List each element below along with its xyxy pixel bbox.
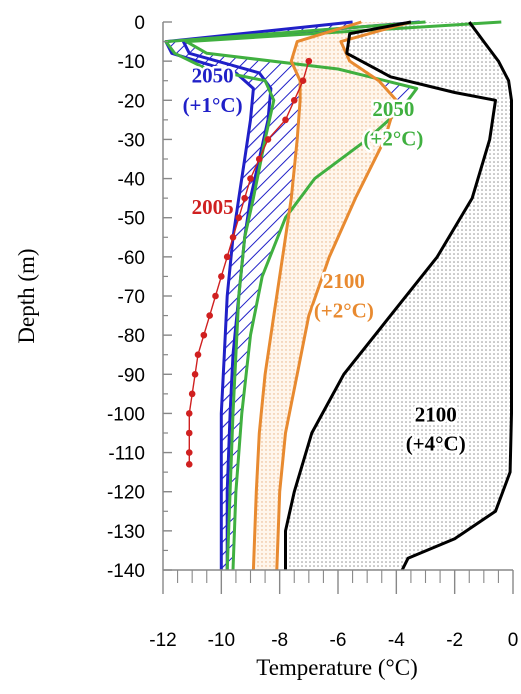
y-tick-label: -20 — [118, 91, 145, 112]
profile-point — [235, 214, 243, 222]
annotation-8: (+4°C) — [406, 432, 466, 456]
annotation-0: 2050 — [192, 64, 234, 88]
envelope-fill-3 — [253, 22, 411, 570]
profile-point — [282, 116, 289, 124]
axes: 0-10-20-30-40-50-60-70-80-90-100-110-120… — [107, 13, 518, 651]
y-tick-label: -30 — [118, 130, 145, 151]
y-tick-label: -110 — [108, 444, 145, 465]
y-tick-label: -10 — [118, 52, 145, 73]
y-tick-label: -90 — [118, 365, 145, 386]
y-tick-label: -70 — [118, 287, 145, 308]
profile-point — [218, 273, 225, 280]
y-tick-label: -40 — [118, 170, 145, 191]
x-tick-label: -4 — [388, 630, 405, 651]
profile-point — [206, 312, 213, 319]
annotation-2: 2050 — [372, 97, 414, 121]
x-axis-label: Temperature (°C) — [256, 655, 417, 680]
x-tick-label: -10 — [208, 630, 235, 651]
profile-point — [185, 461, 193, 468]
profile-point — [290, 96, 298, 104]
y-tick-label: -100 — [107, 404, 145, 425]
x-tick-label: -8 — [271, 630, 288, 651]
y-tick-label: -60 — [118, 248, 145, 269]
axis-labels: Temperature (°C) Depth (m) — [14, 248, 418, 680]
profile-point — [255, 155, 263, 163]
profile-point — [264, 136, 272, 143]
series-lines — [164, 20, 513, 571]
y-tick-label: -140 — [107, 561, 145, 582]
envelope-fill-4 — [285, 22, 512, 570]
y-tick-label: -120 — [107, 483, 145, 504]
annotation-1: (+1°C) — [183, 93, 243, 117]
annotation-7: 2100 — [415, 402, 457, 426]
profile-line-2005 — [188, 60, 310, 465]
y-tick-label: -130 — [107, 522, 145, 543]
x-tick-label: 0 — [508, 630, 519, 651]
x-tick-label: -6 — [330, 630, 347, 651]
envelope-right-line-1 — [181, 20, 420, 570]
profile-point — [247, 175, 254, 182]
annotation-4: 2005 — [192, 195, 234, 219]
y-axis-label: Depth (m) — [14, 248, 39, 343]
envelope-right-line-4 — [400, 21, 513, 571]
annotation-6: (+2°C) — [314, 299, 374, 323]
y-tick-label: 0 — [134, 13, 145, 34]
profile-point — [229, 233, 237, 241]
envelope-right-line-3 — [275, 20, 412, 571]
profile-point — [200, 331, 208, 339]
profile-point — [212, 292, 219, 300]
envelope-left-line-3 — [251, 20, 362, 571]
x-tick-label: -2 — [446, 630, 463, 651]
annotations: 2050 (+1°C) 2050 (+2°C) 2005 2100 (+2°C) 2100 (+… — [180, 61, 468, 458]
series-markers — [185, 57, 313, 468]
profile-point — [223, 253, 231, 261]
profile-point — [185, 449, 193, 456]
profile-point — [191, 370, 199, 378]
envelope-right-line-2 — [184, 20, 502, 571]
profile-point — [305, 57, 313, 65]
x-tick-label: -12 — [149, 630, 176, 651]
profile-point — [241, 194, 248, 202]
annotation-3: (+2°C) — [363, 126, 423, 150]
y-tick-label: -50 — [118, 209, 145, 230]
y-tick-label: -80 — [118, 326, 145, 347]
profile-point — [185, 429, 193, 437]
profile-point — [188, 390, 196, 398]
annotation-5: 2100 — [323, 269, 365, 293]
profile-point — [194, 351, 202, 359]
profile-point — [299, 77, 307, 85]
envelope-left-line-2 — [164, 20, 426, 571]
envelope-left-line-4 — [284, 20, 497, 570]
profile-point — [185, 410, 193, 417]
